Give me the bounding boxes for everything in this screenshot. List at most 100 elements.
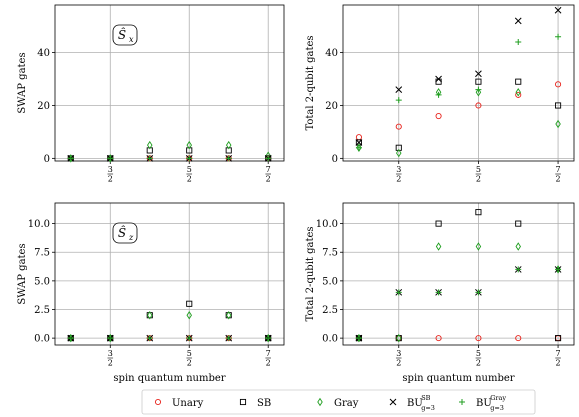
data-point-unary	[515, 91, 522, 98]
data-point-gray	[515, 242, 521, 251]
x-tick-numerator: 3	[396, 165, 401, 174]
x-tick-numerator: 7	[556, 165, 561, 174]
data-point-sb	[475, 78, 482, 85]
legend-label-subscript: g=3	[421, 404, 435, 412]
data-point-sb	[515, 78, 522, 85]
data-point-gray	[225, 140, 232, 150]
x-tick-numerator: 5	[187, 165, 192, 174]
data-point-sb	[555, 102, 562, 109]
data-point-sb	[435, 78, 442, 85]
x-tick-denominator: 2	[108, 359, 113, 368]
x-tick-denominator: 2	[476, 175, 481, 184]
data-point-gray	[396, 148, 402, 158]
data-point-unary	[435, 113, 442, 120]
data-point-gray	[475, 88, 482, 97]
data-point-unary	[515, 335, 522, 342]
data-point-gray	[186, 140, 192, 150]
y-tick-label: 2.5	[322, 305, 338, 316]
x-tick-denominator: 2	[396, 175, 401, 184]
axes-frame	[342, 202, 575, 346]
x-axis-label-left: spin quantum number	[113, 373, 225, 384]
x-tick-numerator: 7	[556, 349, 561, 358]
y-tick-label: 10.0	[28, 219, 50, 230]
data-point-sb	[515, 220, 522, 227]
data-point-bu_gray	[186, 155, 193, 162]
x-tick-numerator: 3	[108, 349, 113, 358]
data-point-gray	[147, 310, 153, 320]
data-point-bu_gray	[67, 335, 74, 342]
x-tick-numerator: 3	[396, 349, 401, 358]
data-point-bu_gray	[555, 266, 562, 273]
data-point-gray	[396, 333, 402, 343]
x-tick-denominator: 2	[266, 175, 271, 184]
x-tick-numerator: 5	[187, 349, 192, 358]
data-point-bu_gray	[515, 39, 522, 46]
data-point-bu_gray	[186, 335, 193, 342]
data-point-bu_gray	[67, 155, 74, 162]
y-tick-label: 40	[37, 48, 50, 59]
legend-item-gray: Gray	[317, 397, 359, 409]
data-point-bu_gray	[225, 155, 232, 162]
data-point-bu_sb	[435, 75, 442, 83]
legend-item-unary: Unary	[154, 398, 204, 409]
x-tick-denominator: 2	[556, 359, 561, 368]
data-point-gray	[475, 242, 482, 251]
y-axis-label: Total 2-qubit gates	[305, 35, 316, 130]
y-axis-label: SWAP gates	[17, 52, 28, 113]
y-tick-label: 10.0	[316, 219, 338, 230]
data-point-gray	[225, 310, 232, 320]
legend-marker-gray	[317, 397, 323, 407]
data-point-bu_gray	[265, 155, 272, 162]
y-tick-label: 0.0	[322, 334, 338, 345]
x-tick-denominator: 2	[396, 359, 401, 368]
legend-label-superscript: SB	[421, 394, 430, 402]
operator-annotation-subscript: z	[128, 233, 134, 242]
legend-label: Unary	[172, 398, 204, 409]
data-point-bu_gray	[107, 155, 114, 162]
y-tick-label: 5.0	[322, 276, 338, 287]
y-tick-label: 7.5	[322, 248, 338, 259]
data-point-bu_sb	[514, 17, 522, 25]
legend-marker-bu_sb	[389, 398, 397, 406]
y-tick-label: 0	[44, 154, 50, 165]
data-point-gray	[555, 119, 561, 129]
y-tick-label: 0	[332, 154, 338, 165]
legend-marker-unary	[154, 398, 162, 406]
data-point-bu_gray	[107, 335, 114, 342]
data-point-bu_gray	[475, 289, 482, 296]
x-tick-denominator: 2	[108, 175, 113, 184]
data-point-bu_sb	[395, 86, 403, 93]
axes-frame	[54, 4, 285, 162]
data-point-bu_gray	[395, 289, 402, 296]
y-tick-label: 2.5	[34, 305, 50, 316]
x-tick-denominator: 2	[556, 175, 561, 184]
data-point-bu_sb	[355, 139, 363, 146]
data-point-unary	[435, 335, 442, 342]
data-point-unary	[475, 335, 482, 342]
x-tick-numerator: 7	[266, 349, 271, 358]
data-point-gray	[356, 143, 362, 153]
x-tick-denominator: 2	[476, 359, 481, 368]
data-point-bu_gray	[435, 91, 442, 98]
y-axis-label: SWAP gates	[17, 243, 28, 304]
data-point-sb	[186, 300, 193, 307]
legend-label: BU	[476, 398, 492, 409]
legend-marker-bu_gray	[459, 399, 465, 405]
y-tick-label: 20	[37, 101, 50, 112]
legend-label: SB	[257, 398, 271, 409]
y-tick-label: 40	[325, 48, 338, 59]
data-point-unary	[355, 134, 362, 141]
x-tick-denominator: 2	[187, 175, 192, 184]
data-point-bu_sb	[475, 70, 482, 78]
legend-marker-sb	[239, 398, 247, 406]
data-point-gray	[147, 140, 153, 150]
operator-annotation-subscript: x	[129, 35, 134, 44]
x-tick-denominator: 2	[266, 359, 271, 368]
data-point-bu_gray	[146, 335, 153, 342]
